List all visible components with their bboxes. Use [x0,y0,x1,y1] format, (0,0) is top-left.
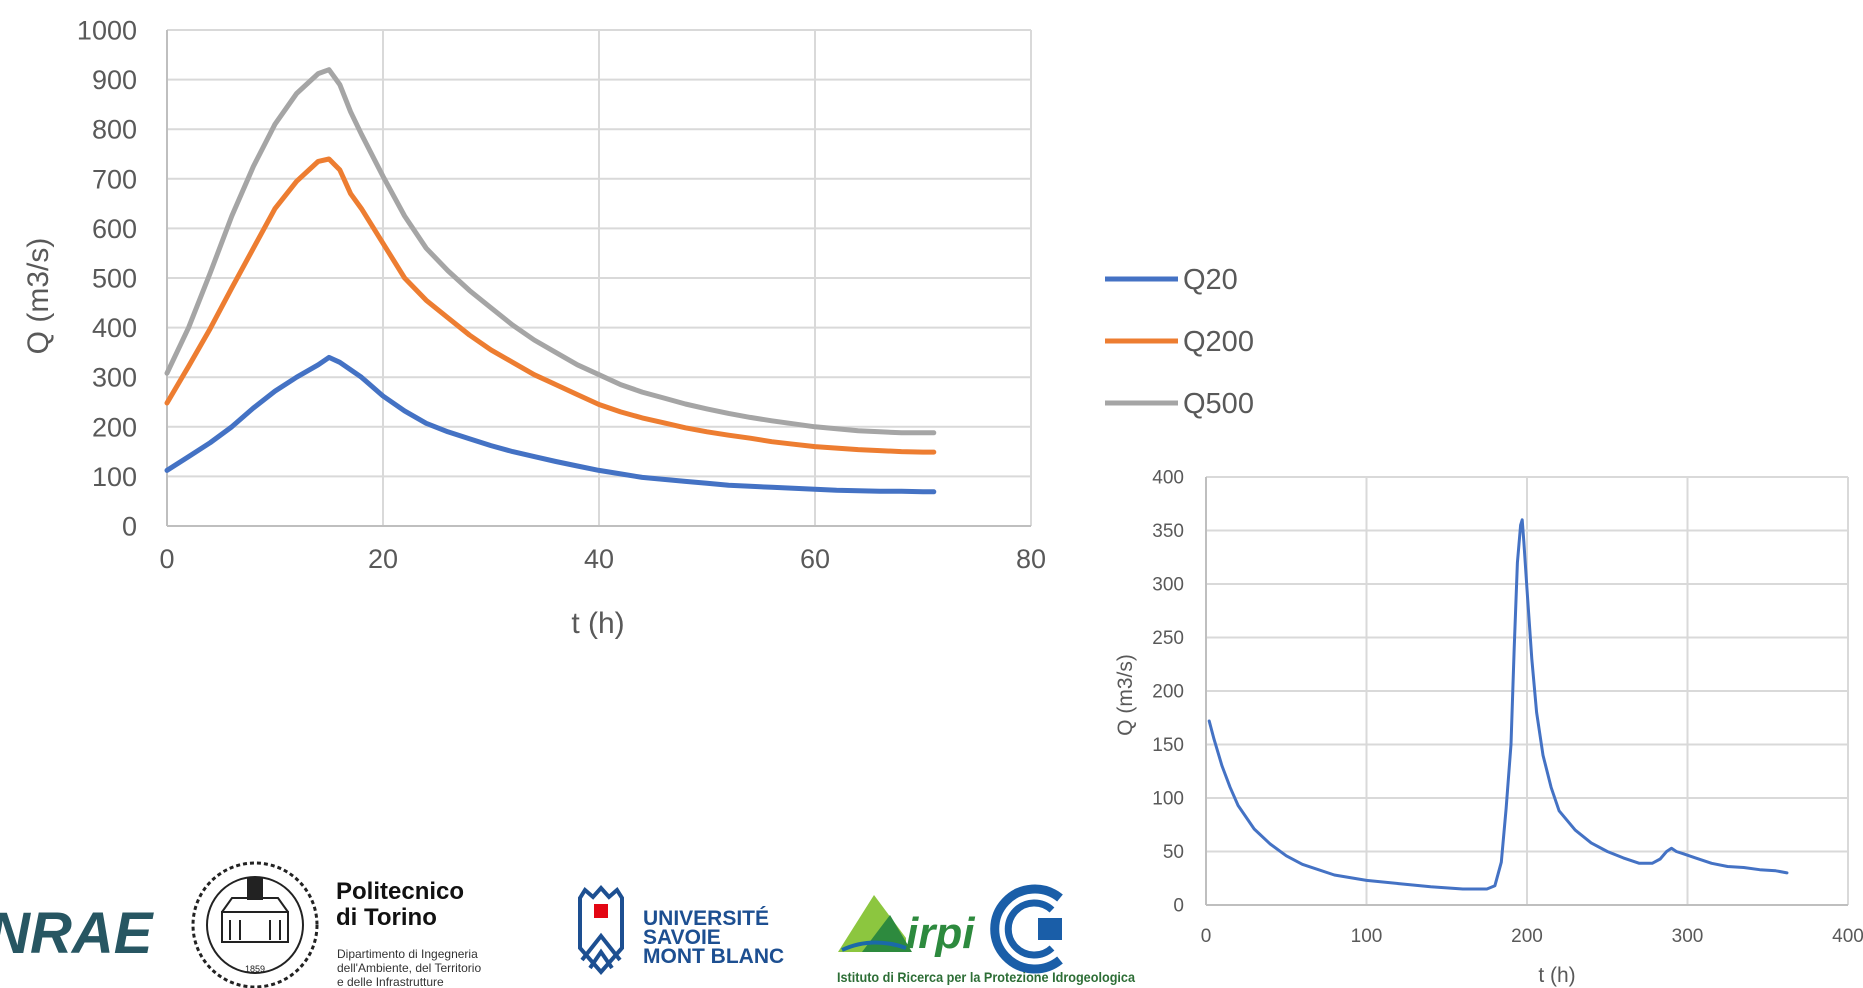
y-tick-label: 350 [1152,521,1184,542]
x-tick-label: 20 [368,544,398,574]
y-tick-label: 100 [92,462,137,492]
chart-observed-hydrograph: 0 50 100 150 200 250 300 350 400 0 100 200 300 400 t… [1114,468,1863,987]
y-tick-label: 100 [1152,789,1184,810]
y-tick-labels: 0 50 100 150 200 250 300 350 400 [1152,468,1184,917]
y-tick-label: 200 [1152,682,1184,703]
series-line-series-1 [1207,518,1789,891]
y-tick-label: 900 [92,65,137,95]
x-tick-label: 80 [1016,544,1046,574]
series-lines [1207,518,1789,891]
inrae-logo: INRAE [0,901,155,966]
series-line-q200 [164,156,937,455]
series-line-q500 [164,67,937,436]
usmb-logo: UNIVERSITÉ SAVOIE MONT BLANC [578,884,784,976]
y-tick-label: 250 [1152,628,1184,649]
x-tick-label: 400 [1832,926,1863,947]
y-axis-label: Q (m3/s) [22,238,55,355]
y-tick-label: 50 [1163,842,1184,863]
y-tick-label: 300 [92,363,137,393]
x-tick-label: 0 [159,544,174,574]
x-tick-label: 60 [800,544,830,574]
y-tick-label: 600 [92,214,137,244]
legend-label-q500: Q500 [1183,388,1254,420]
y-tick-label: 300 [1152,575,1184,596]
series-lines [164,67,937,495]
y-tick-label: 0 [122,511,137,541]
polito-dept-line1: Dipartimento di Ingegneria [337,947,478,961]
legend: Q20 Q200 Q500 [1105,264,1254,420]
chart-design-hydrographs: 0 100 200 300 400 500 600 700 800 900 1000 0 20 40 60… [22,15,1254,640]
x-axis-label: t (h) [1538,964,1575,987]
y-tick-labels: 0 100 200 300 400 500 600 700 800 900 1000 [77,15,137,541]
grid [166,29,1032,527]
y-tick-label: 400 [1152,468,1184,489]
usmb-line3: MONT BLANC [643,945,784,968]
x-tick-label: 40 [584,544,614,574]
y-tick-label: 1000 [77,15,137,45]
usmb-line2: SAVOIE [643,926,721,949]
x-tick-label: 100 [1351,926,1383,947]
y-tick-label: 200 [92,412,137,442]
inrae-wordmark: INRAE [0,901,155,966]
polito-name-line2: di Torino [336,904,437,931]
y-tick-label: 700 [92,164,137,194]
x-axis-label: t (h) [571,607,624,640]
irpi-mark: irpi [906,909,975,958]
irpi-caption: Istituto di Ricerca per la Protezione Id… [837,969,1135,985]
polito-logo: 1859 Politecnico di Torino Dipartimento … [191,861,481,988]
irpi-logo: irpi Istituto di Ricerca per la Protezio… [837,884,1135,985]
polito-name-line1: Politecnico [336,878,464,905]
usmb-crest-icon [578,884,624,976]
y-tick-label: 800 [92,115,137,145]
irpi-mountain-icon [838,895,912,952]
polito-seal-year: 1859 [245,964,265,974]
x-tick-labels: 0 100 200 300 400 [1201,926,1863,947]
x-tick-label: 300 [1672,926,1704,947]
legend-label-q200: Q200 [1183,326,1254,358]
x-tick-label: 0 [1201,926,1212,947]
y-tick-label: 150 [1152,735,1184,756]
polito-dept-line2: dell'Ambiente, del Territorio [337,961,481,975]
usmb-line1: UNIVERSITÉ [643,907,769,930]
y-tick-label: 0 [1173,896,1184,917]
x-tick-labels: 0 20 40 60 80 [159,544,1046,574]
y-tick-label: 500 [92,263,137,293]
polito-dept-line3: e delle Infrastrutture [337,975,444,988]
polito-seal-icon: 1859 [191,861,319,988]
legend-label-q20: Q20 [1183,264,1238,296]
y-axis-label: Q (m3/s) [1114,654,1137,736]
cnr-logo-icon [990,884,1063,974]
y-tick-label: 400 [92,313,137,343]
x-tick-label: 200 [1511,926,1543,947]
grid [1205,476,1849,906]
series-line-q20 [164,354,937,495]
